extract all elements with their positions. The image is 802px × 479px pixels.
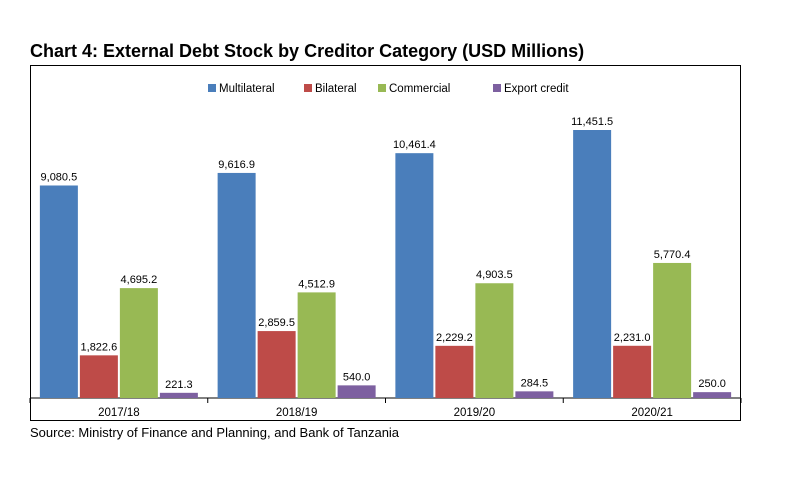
legend-label: Multilateral bbox=[219, 83, 275, 95]
chart-frame bbox=[30, 65, 741, 421]
data-label: 4,903.5 bbox=[476, 269, 513, 281]
bar-multilateral bbox=[217, 172, 256, 398]
bar-bilateral bbox=[613, 345, 652, 398]
data-label: 5,770.4 bbox=[654, 249, 691, 261]
x-tick-label: 2020/21 bbox=[631, 407, 673, 419]
data-label: 221.3 bbox=[165, 379, 193, 391]
legend-swatch bbox=[378, 84, 386, 92]
x-tick-label: 2019/20 bbox=[454, 407, 496, 419]
x-tick-label: 2018/19 bbox=[276, 407, 318, 419]
bar-multilateral bbox=[573, 130, 612, 398]
data-label: 284.5 bbox=[521, 377, 549, 389]
legend-swatch bbox=[208, 84, 216, 92]
bar-export-credit bbox=[337, 385, 376, 398]
legend-label: Bilateral bbox=[315, 83, 357, 95]
legend-swatch bbox=[304, 84, 312, 92]
data-label: 2,231.0 bbox=[614, 332, 651, 344]
data-label: 9,080.5 bbox=[41, 171, 78, 183]
bar-commercial bbox=[297, 292, 336, 398]
legend-label: Commercial bbox=[389, 83, 450, 95]
data-label: 4,695.2 bbox=[121, 274, 158, 286]
data-label: 540.0 bbox=[343, 371, 371, 383]
data-label: 10,461.4 bbox=[393, 139, 436, 151]
bar-bilateral bbox=[435, 345, 474, 398]
bar-bilateral bbox=[79, 355, 118, 398]
data-label: 250.0 bbox=[698, 378, 726, 390]
chart-title: Chart 4: External Debt Stock by Creditor… bbox=[30, 41, 585, 61]
data-label: 2,229.2 bbox=[436, 332, 473, 344]
bar-export-credit bbox=[693, 392, 732, 398]
data-label: 1,822.6 bbox=[81, 341, 118, 353]
legend-label: Export credit bbox=[504, 83, 569, 95]
bar-multilateral bbox=[395, 153, 434, 398]
data-label: 9,616.9 bbox=[218, 159, 255, 171]
bar-commercial bbox=[119, 288, 158, 398]
bar-multilateral bbox=[39, 185, 78, 398]
legend-swatch bbox=[493, 84, 501, 92]
data-label: 11,451.5 bbox=[571, 116, 613, 128]
bar-bilateral bbox=[257, 331, 296, 398]
bar-commercial bbox=[653, 262, 692, 398]
x-tick-label: 2017/18 bbox=[98, 407, 140, 419]
data-label: 2,859.5 bbox=[258, 317, 295, 329]
bar-export-credit bbox=[159, 392, 198, 398]
bar-export-credit bbox=[515, 391, 554, 398]
source-note: Source: Ministry of Finance and Planning… bbox=[30, 425, 400, 440]
data-label: 4,512.9 bbox=[298, 278, 335, 290]
bar-commercial bbox=[475, 283, 514, 398]
